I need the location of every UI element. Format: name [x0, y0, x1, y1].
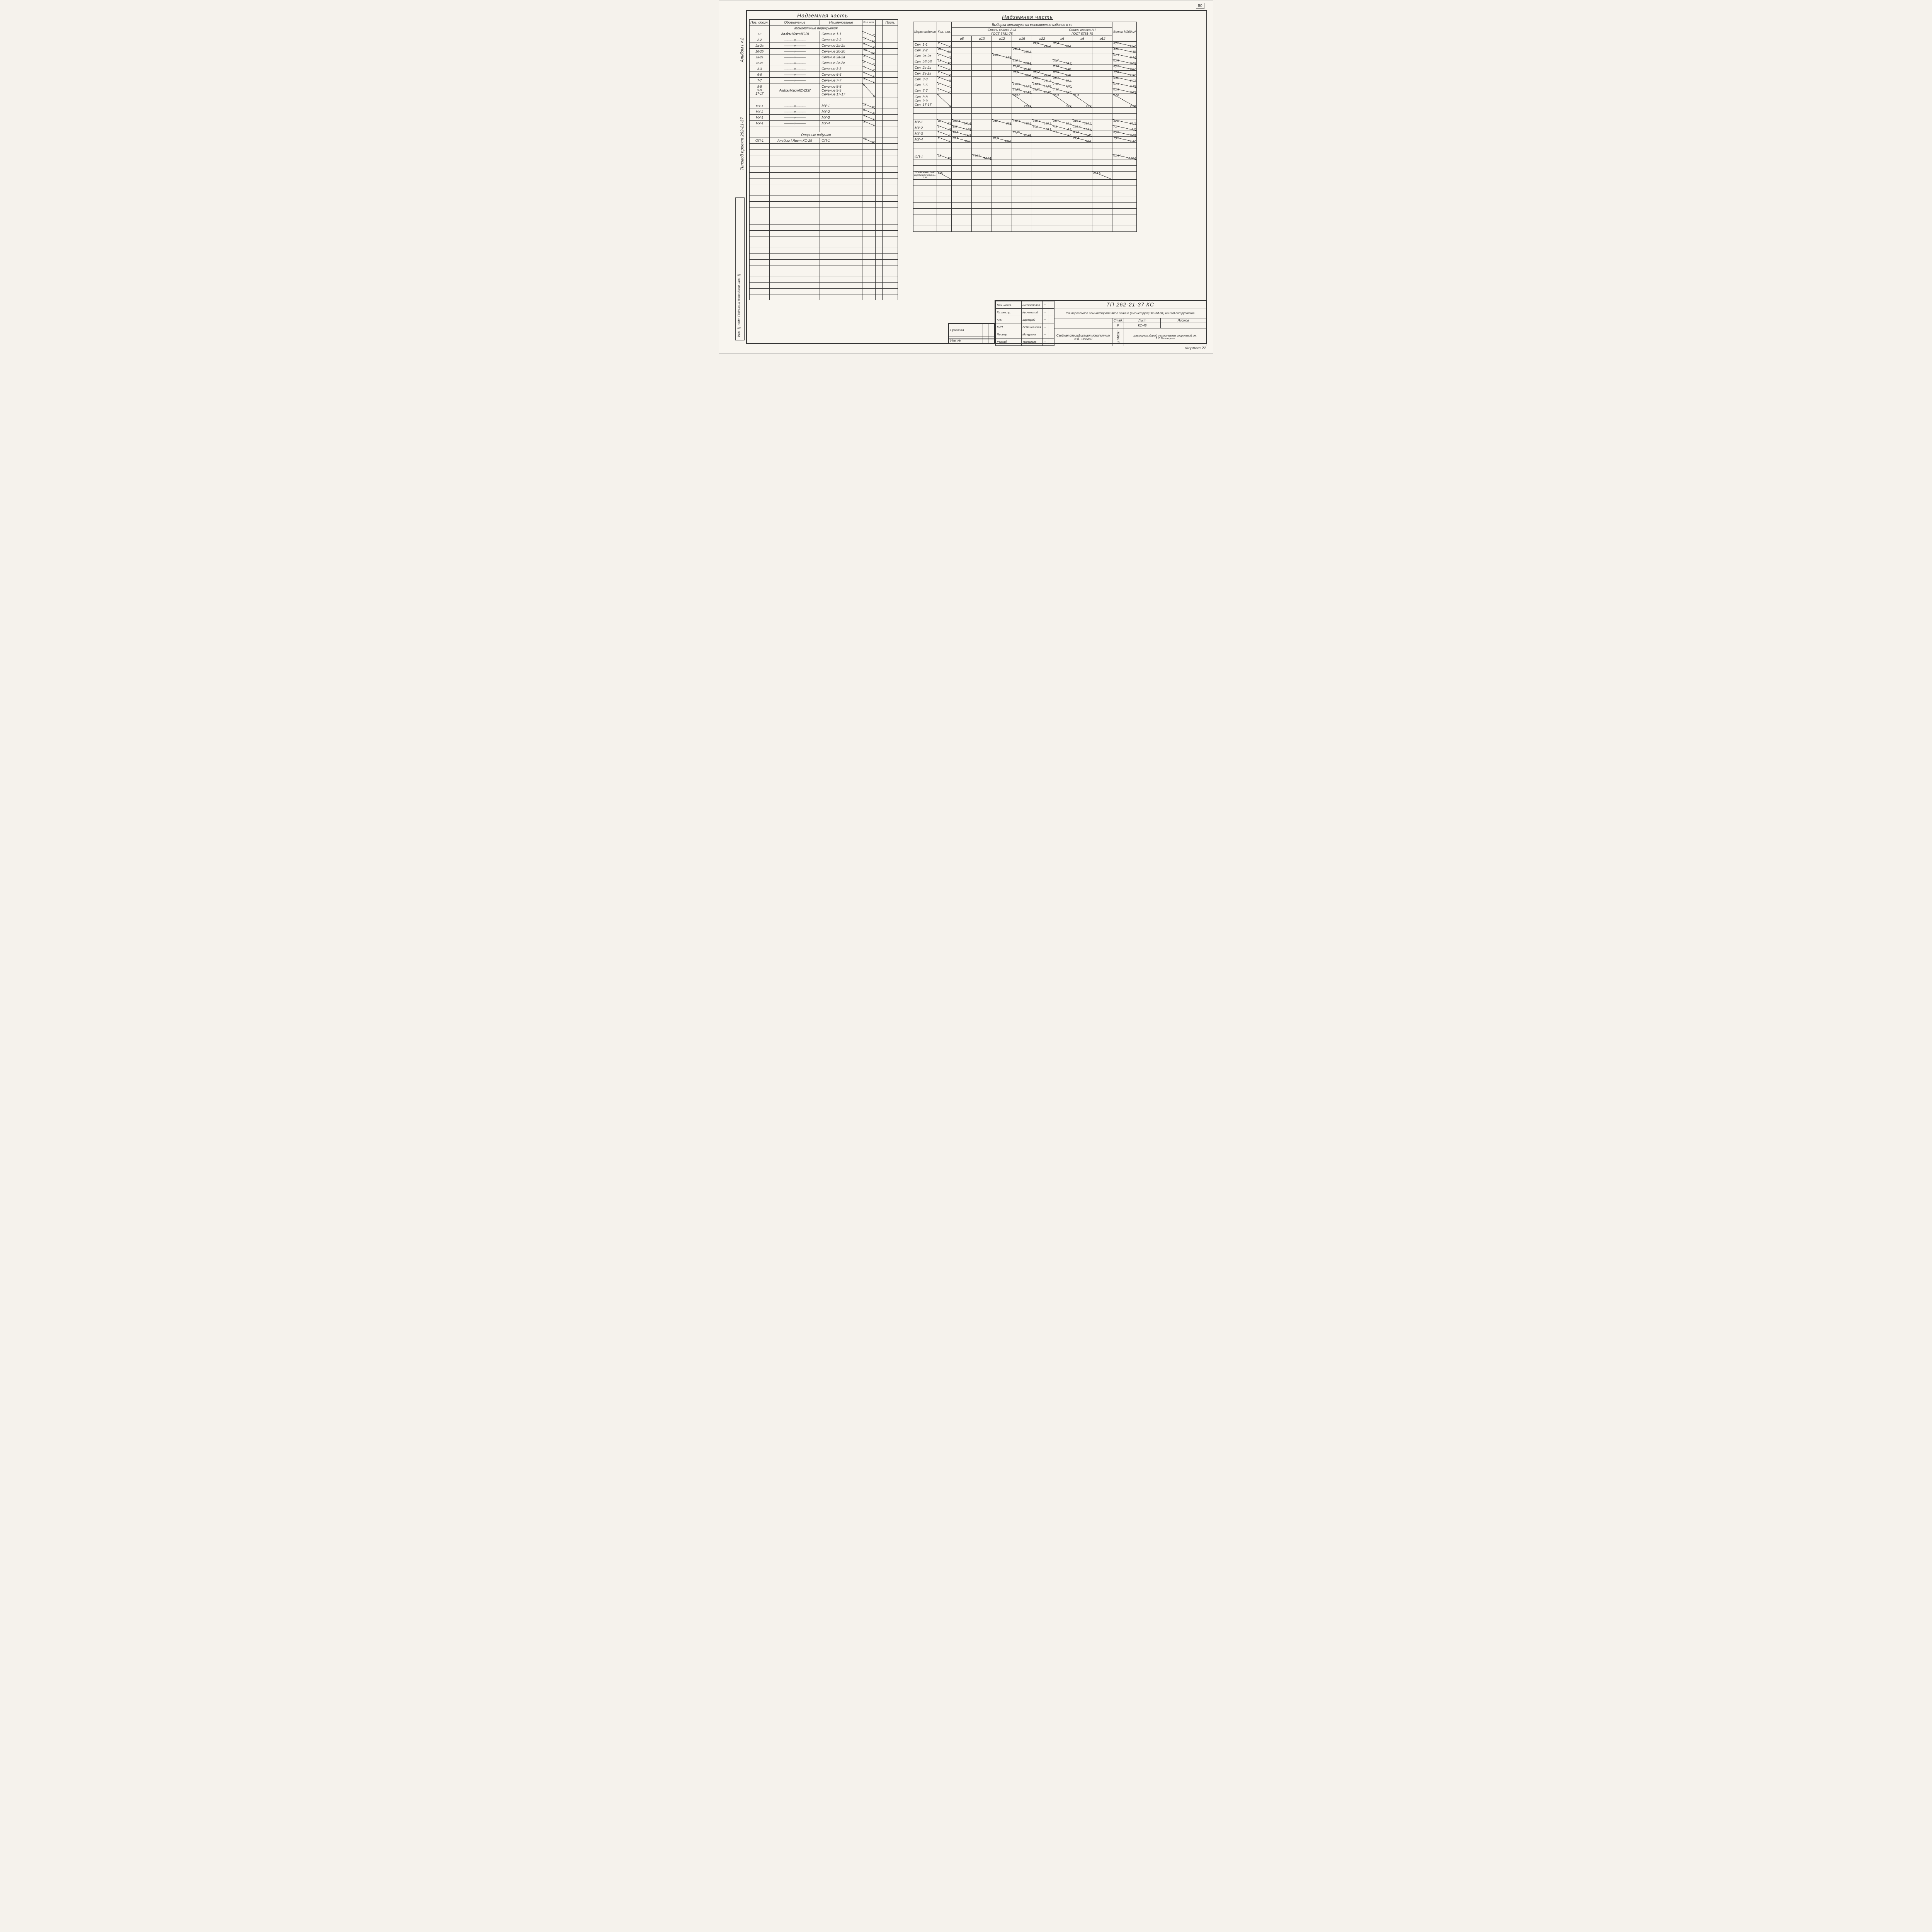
side-label-top: Альбом I ч.2: [740, 16, 745, 62]
right-table-title: Надземная часть: [1002, 14, 1053, 20]
tb-subtitle: Сводная спецификация монолитных ж.б. изд…: [1054, 328, 1112, 346]
roles-table: Нач. маст.Шестопалов~Гл.инж.пр.Кричевски…: [996, 301, 1054, 346]
tb-list-h: Лист: [1124, 318, 1161, 323]
left-table-title: Надземная часть: [797, 12, 848, 19]
side-label-bottom: Инв. № подл. Подпись и дата Взам. инв. №: [737, 202, 741, 337]
inv-label: Инв. №: [949, 338, 967, 343]
left-table: Поз. обозн. Обозначение Наименование Кол…: [749, 19, 898, 300]
right-table: Марка изделия Кол. шт. Выборка арматуры …: [913, 22, 1137, 232]
privyazal-label: Привязал: [949, 324, 983, 337]
format-label: Формат 22: [1185, 346, 1206, 350]
page-number: 50: [1196, 3, 1204, 9]
tb-org: ЦНИИЭП: [1112, 328, 1124, 346]
drawing-sheet: 50 Надземная часть Поз. обозн. Обозначен…: [719, 0, 1213, 354]
tb-listov-h: Листов: [1161, 318, 1206, 323]
side-block: Инв. № подл. Подпись и дата Взам. инв. №: [735, 197, 745, 340]
drawing-frame: Надземная часть Поз. обозн. Обозначение …: [746, 10, 1207, 344]
tb-title: Универсальное административное здание (в…: [1054, 308, 1206, 318]
aux-inv: Инв. №: [948, 338, 995, 343]
tb-listov: [1161, 323, 1206, 328]
tb-list: КС-48: [1124, 323, 1161, 328]
tb-org2: зрелищных зданий и спортивных сооружений…: [1124, 328, 1206, 346]
side-label-mid: Типовой проект 262-21-37: [740, 70, 745, 170]
tb-stad: Р: [1112, 323, 1124, 328]
tb-code: ТП 262-21-37 КС: [1054, 301, 1206, 308]
tb-stad-h: Стад.: [1112, 318, 1124, 323]
title-block: Нач. маст.Шестопалов~Гл.инж.пр.Кричевски…: [995, 300, 1206, 343]
